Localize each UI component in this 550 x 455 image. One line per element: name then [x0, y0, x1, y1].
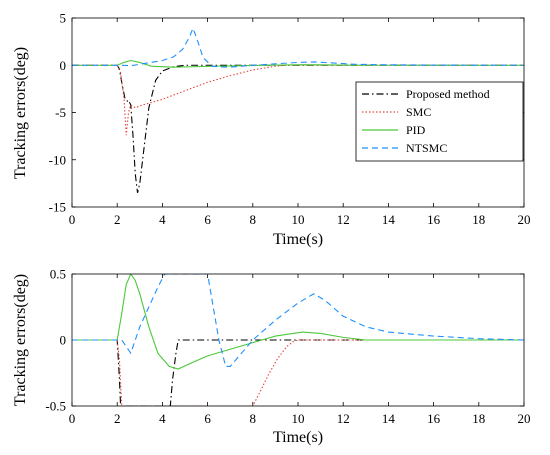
- legend-label-ntsmc: NTSMC: [406, 141, 447, 155]
- top-x-tick-label: 2: [114, 212, 121, 227]
- top-chart-xlabel: Time(s): [273, 231, 323, 248]
- top-x-tick-label: 0: [69, 212, 76, 227]
- bottom-chart-series: [72, 274, 524, 406]
- top-series-line-pid: [72, 59, 524, 68]
- bottom-x-tick-label: 8: [250, 411, 257, 426]
- bottom-series-line-proposed-method: [72, 339, 524, 406]
- top-x-tick-label: 20: [518, 212, 531, 227]
- bottom-chart-panel: 0 2 4 6 8 10 12 14 16 18 200.50-0.5 Time(s) Tracki…: [12, 267, 531, 447]
- top-chart-ylabel: Tracking errors(deg): [12, 47, 29, 179]
- top-y-tick-label: 0: [60, 58, 67, 73]
- top-y-tick-label: -5: [55, 105, 66, 120]
- bottom-chart-axes: 0 2 4 6 8 10 12 14 16 18 200.50-0.5: [45, 267, 530, 427]
- top-x-tick-label: 18: [472, 212, 485, 227]
- top-x-tick-label: 4: [159, 212, 166, 227]
- bottom-x-tick-label: 2: [114, 411, 121, 426]
- legend-label-proposed-method: Proposed method: [406, 87, 490, 101]
- top-x-tick-label: 12: [337, 212, 350, 227]
- top-chart-axes: 0 2 4 6 8 10 12 14 16 18 20 5 0 -5 -10 -15: [49, 11, 531, 228]
- bottom-x-tick-label: 18: [472, 411, 485, 426]
- bottom-y-tick-label: 0.5: [50, 267, 66, 282]
- top-series-line-ntsmc: [72, 26, 524, 68]
- bottom-chart-frame: [71, 273, 525, 407]
- bottom-x-tick-label: 10: [292, 411, 305, 426]
- top-chart-series: [72, 26, 524, 193]
- top-y-tick-label: -10: [49, 152, 66, 167]
- bottom-series-line-ntsmc: [72, 274, 524, 367]
- top-y-tick-label: -15: [49, 200, 66, 215]
- top-series-line-smc: [72, 64, 524, 136]
- legend: Proposed method SMC PID NTSMC: [355, 81, 524, 162]
- top-x-tick-label: 16: [427, 212, 441, 227]
- top-x-tick-label: 14: [382, 212, 396, 227]
- top-chart-frame: [71, 17, 525, 208]
- bottom-chart-ylabel: Tracking errors(deg): [12, 274, 29, 406]
- bottom-x-tick-label: 20: [518, 411, 531, 426]
- bottom-x-tick-label: 0: [69, 411, 76, 426]
- bottom-series-line-pid: [72, 274, 524, 370]
- top-y-tick-label: 5: [60, 11, 67, 26]
- bottom-x-tick-label: 12: [337, 411, 350, 426]
- top-chart-panel: 0 2 4 6 8 10 12 14 16 18 20 5 0 -5 -10 -15 Time(s) Trac…: [12, 11, 531, 249]
- top-x-tick-label: 10: [292, 212, 305, 227]
- bottom-x-tick-label: 14: [382, 411, 396, 426]
- top-x-tick-label: 8: [250, 212, 257, 227]
- legend-label-pid: PID: [406, 123, 426, 137]
- top-x-tick-label: 6: [204, 212, 211, 227]
- bottom-x-tick-label: 4: [159, 411, 166, 426]
- bottom-series-line-smc: [72, 339, 524, 406]
- bottom-y-tick-label: -0.5: [45, 399, 66, 414]
- bottom-x-tick-label: 6: [204, 411, 211, 426]
- bottom-x-tick-label: 16: [427, 411, 441, 426]
- bottom-y-tick-label: 0: [60, 333, 67, 348]
- legend-label-smc: SMC: [406, 105, 431, 119]
- bottom-chart-xlabel: Time(s): [273, 429, 323, 446]
